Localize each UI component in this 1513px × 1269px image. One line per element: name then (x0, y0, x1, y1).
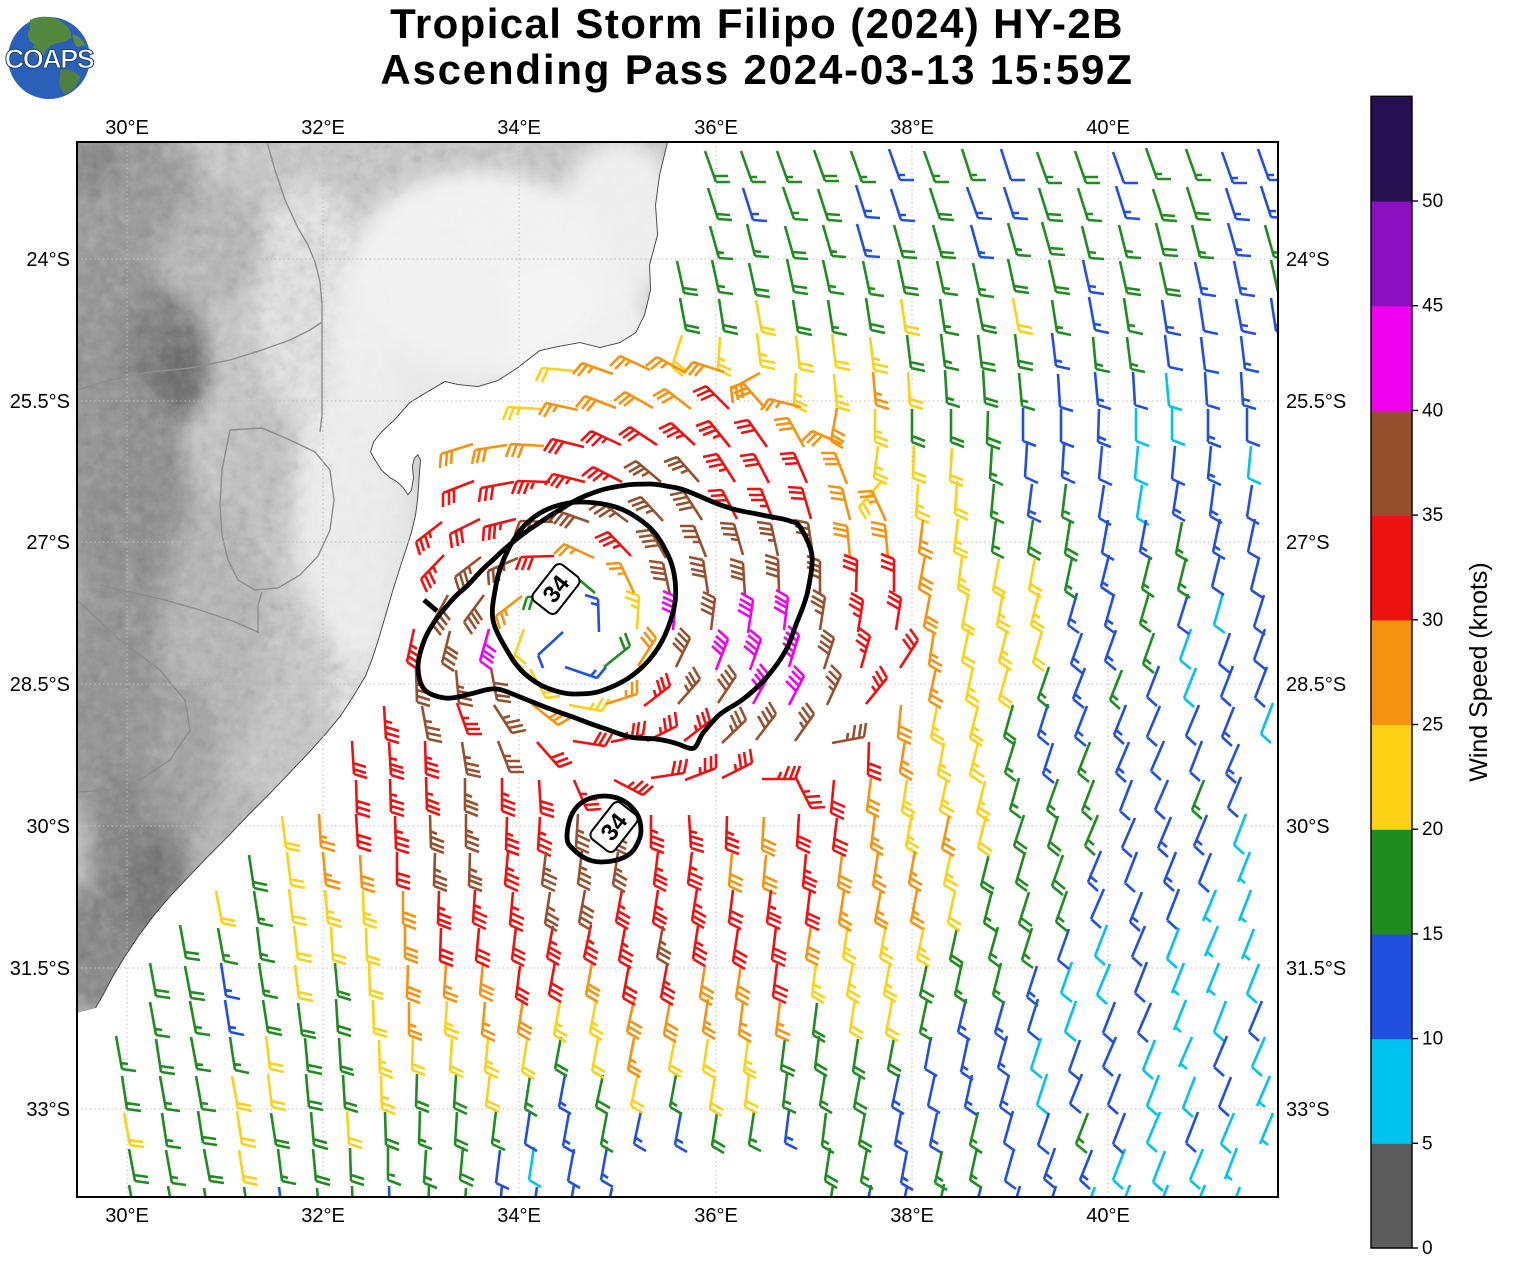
svg-text:30°S: 30°S (1286, 816, 1330, 838)
svg-text:30: 30 (1422, 610, 1443, 631)
svg-text:30°E: 30°E (105, 1205, 149, 1227)
svg-text:5: 5 (1422, 1133, 1433, 1154)
svg-text:33°S: 33°S (1286, 1099, 1330, 1121)
svg-text:30°E: 30°E (105, 117, 149, 139)
svg-text:28.5°S: 28.5°S (1286, 674, 1346, 696)
svg-text:45: 45 (1422, 296, 1443, 317)
svg-text:25.5°S: 25.5°S (1286, 391, 1346, 413)
svg-text:27°S: 27°S (1286, 532, 1330, 554)
svg-text:Tropical Storm Filipo (2024) H: Tropical Storm Filipo (2024) HY-2B (390, 0, 1124, 47)
svg-text:10: 10 (1422, 1029, 1443, 1050)
svg-text:24°S: 24°S (26, 249, 70, 271)
svg-text:40°E: 40°E (1086, 117, 1130, 139)
svg-text:38°E: 38°E (890, 1205, 934, 1227)
svg-text:38°E: 38°E (890, 117, 934, 139)
svg-text:35: 35 (1422, 505, 1443, 526)
svg-text:34°E: 34°E (497, 1205, 541, 1227)
svg-text:0: 0 (1422, 1238, 1433, 1259)
svg-text:40°E: 40°E (1086, 1205, 1130, 1227)
svg-text:30°S: 30°S (26, 816, 70, 838)
svg-text:25: 25 (1422, 715, 1443, 736)
svg-text:34°E: 34°E (497, 117, 541, 139)
svg-text:50: 50 (1422, 191, 1443, 212)
svg-text:25.5°S: 25.5°S (10, 391, 70, 413)
svg-text:20: 20 (1422, 819, 1443, 840)
svg-text:32°E: 32°E (301, 117, 345, 139)
svg-text:31.5°S: 31.5°S (1286, 958, 1346, 980)
svg-text:36°E: 36°E (694, 1205, 738, 1227)
svg-text:COAPS: COAPS (5, 44, 94, 74)
svg-text:Ascending Pass 2024-03-13 15:5: Ascending Pass 2024-03-13 15:59Z (380, 46, 1133, 93)
svg-text:40: 40 (1422, 400, 1443, 421)
svg-text:31.5°S: 31.5°S (10, 958, 70, 980)
svg-text:Wind Speed (knots): Wind Speed (knots) (1465, 562, 1493, 782)
svg-text:28.5°S: 28.5°S (10, 674, 70, 696)
svg-text:33°S: 33°S (26, 1099, 70, 1121)
svg-text:27°S: 27°S (26, 532, 70, 554)
svg-text:15: 15 (1422, 924, 1443, 945)
svg-text:24°S: 24°S (1286, 249, 1330, 271)
svg-text:36°E: 36°E (694, 117, 738, 139)
svg-text:32°E: 32°E (301, 1205, 345, 1227)
